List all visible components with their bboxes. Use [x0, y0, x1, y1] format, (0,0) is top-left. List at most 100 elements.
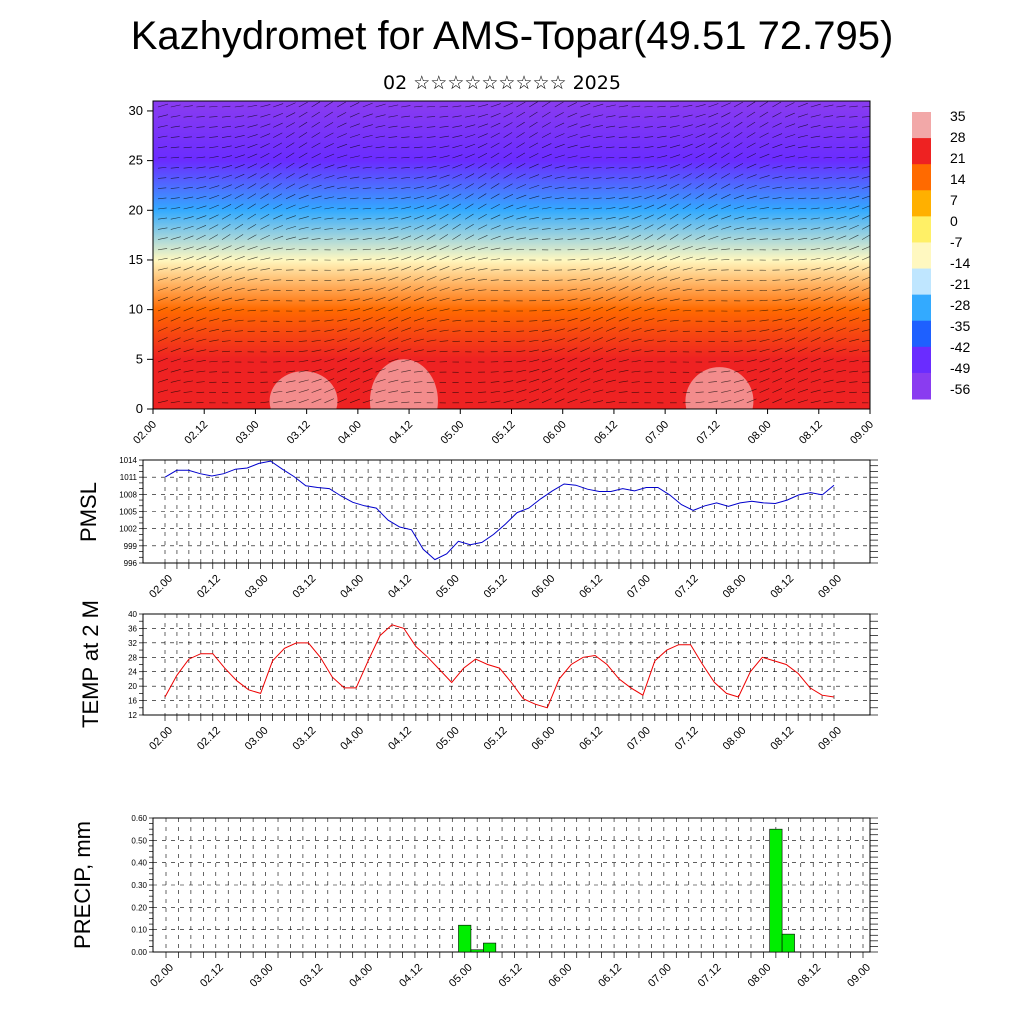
wind-barb [285, 132, 295, 138]
wind-barb [823, 177, 833, 179]
wind-barb [785, 155, 796, 159]
y-tick-label: 1005 [119, 508, 137, 517]
y-tick-label: 5 [136, 351, 143, 366]
wind-barb [823, 187, 833, 189]
wind-barb [183, 126, 193, 128]
x-tick-label: 05.00 [434, 573, 462, 601]
wind-barb [196, 306, 207, 312]
colorbar-segment [912, 372, 931, 400]
wind-barb [644, 360, 653, 363]
wind-barb [349, 187, 359, 189]
wind-barb [426, 350, 436, 353]
wind-barb [695, 113, 706, 118]
wind-barb [657, 204, 667, 210]
wind-barb [209, 318, 220, 322]
wind-barb [669, 134, 680, 138]
wind-barb [375, 357, 386, 363]
wind-barb [375, 146, 385, 149]
wind-barb [234, 287, 245, 291]
wind-barb [388, 347, 399, 353]
wind-barb [618, 235, 629, 240]
wind-barb [733, 101, 743, 108]
colorbar-label: -56 [950, 381, 970, 397]
x-tick-label: 05.00 [447, 962, 475, 990]
wind-barb [388, 316, 399, 322]
wind-barb [375, 103, 386, 108]
wind-barb [631, 116, 640, 118]
wind-barb [170, 226, 181, 230]
wind-barb [810, 357, 821, 363]
wind-barb [810, 177, 820, 179]
wind-barb [708, 400, 719, 404]
wind-barb [183, 235, 194, 240]
wind-barb [324, 398, 335, 404]
wind-barb [567, 298, 578, 302]
wind-barb [644, 265, 655, 271]
wind-barb [311, 101, 321, 108]
wind-barb [452, 164, 463, 169]
wind-barb [221, 194, 232, 200]
x-tick-label: 03.12 [298, 962, 326, 990]
wind-barb [157, 337, 168, 342]
wind-barb [580, 287, 591, 291]
wind-barb [682, 288, 693, 291]
wind-barb [567, 278, 577, 281]
wind-barb [593, 296, 604, 302]
wind-barb [311, 216, 322, 220]
wind-barb [593, 277, 604, 281]
wind-barb [221, 224, 231, 230]
wind-barb [426, 214, 437, 220]
wind-barb [721, 132, 730, 138]
colorbar-label: -35 [950, 318, 970, 334]
wind-barb [349, 155, 360, 159]
wind-barb [477, 257, 488, 261]
wind-barb [401, 216, 412, 220]
wind-barb [260, 268, 270, 271]
wind-barb [644, 105, 653, 108]
y-tick-label: 10 [129, 302, 143, 317]
wind-barb [605, 226, 616, 230]
wind-barb [861, 318, 870, 322]
y-tick-label: 36 [128, 624, 137, 633]
wind-barb [183, 380, 193, 383]
wind-barb [849, 265, 859, 271]
wind-barb [797, 237, 808, 240]
wind-barb [285, 152, 295, 159]
wind-barb [708, 235, 719, 240]
wind-barb [221, 287, 233, 291]
wind-barb [567, 218, 576, 220]
wind-barb [375, 368, 386, 373]
wind-barb [529, 320, 538, 322]
wind-barb [375, 326, 386, 332]
wind-barb [541, 185, 552, 189]
wind-barb [785, 337, 796, 342]
wind-barb [605, 197, 616, 200]
wind-barb [721, 102, 731, 108]
wind-barb [465, 193, 474, 200]
wind-barb [285, 112, 296, 118]
wind-barb [797, 156, 808, 159]
x-tick-label: 07.00 [625, 725, 653, 753]
wind-barb [708, 122, 718, 128]
wind-barb [311, 330, 321, 332]
wind-barb [221, 105, 231, 108]
wind-barb [593, 337, 603, 342]
wind-barb [861, 360, 870, 363]
wind-barb [452, 266, 463, 271]
wind-barb [170, 401, 181, 404]
wind-barb [260, 257, 271, 261]
wind-barb [772, 133, 783, 138]
wind-barb [580, 248, 589, 251]
wind-barb [618, 166, 628, 169]
wind-barb [631, 224, 642, 230]
wind-barb [273, 162, 282, 169]
wind-barb [580, 177, 590, 179]
wind-barb [861, 136, 870, 138]
x-tick-label: 08.00 [746, 419, 774, 447]
wind-barb [209, 245, 219, 251]
wind-barb [260, 143, 270, 149]
wind-barb [426, 371, 435, 373]
wind-barb [439, 245, 450, 251]
